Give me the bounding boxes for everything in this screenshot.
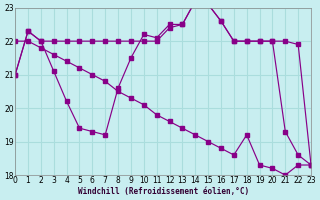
X-axis label: Windchill (Refroidissement éolien,°C): Windchill (Refroidissement éolien,°C) [77,187,249,196]
